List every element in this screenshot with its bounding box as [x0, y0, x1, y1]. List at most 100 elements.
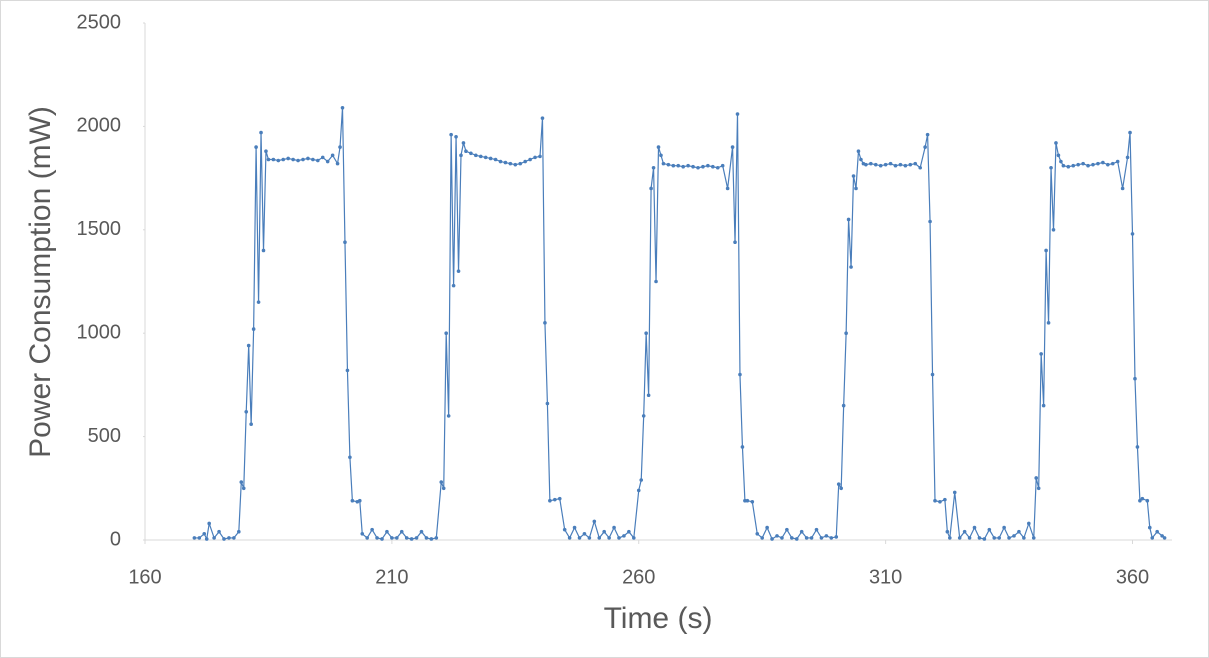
- x-axis-title: Time (s): [604, 602, 713, 635]
- data-point: [923, 145, 927, 149]
- data-point: [1081, 161, 1085, 166]
- data-point: [928, 219, 932, 224]
- data-point: [577, 536, 582, 540]
- data-point: [325, 159, 330, 164]
- data-point: [456, 269, 461, 273]
- data-point: [271, 157, 276, 162]
- data-point: [399, 529, 404, 534]
- x-tick-label: 310: [869, 566, 902, 588]
- data-point: [562, 527, 567, 532]
- data-point: [834, 535, 839, 539]
- data-point: [370, 527, 374, 532]
- data-point: [1135, 445, 1140, 449]
- data-point: [913, 161, 918, 166]
- data-point: [478, 154, 483, 159]
- data-point: [908, 162, 913, 167]
- data-point: [864, 162, 868, 167]
- data-point: [424, 536, 429, 540]
- data-point: [790, 536, 794, 540]
- data-point: [1076, 162, 1080, 167]
- data-point: [982, 537, 987, 541]
- data-point: [765, 525, 769, 530]
- data-point: [854, 186, 858, 191]
- data-point: [429, 537, 434, 541]
- data-point: [232, 536, 236, 540]
- data-point: [809, 536, 814, 540]
- data-point: [513, 162, 518, 167]
- y-tick-label: 2500: [77, 11, 122, 33]
- data-point: [888, 161, 893, 166]
- data-point: [839, 486, 843, 491]
- data-point: [444, 331, 448, 336]
- data-point: [725, 186, 730, 191]
- data-point: [553, 497, 557, 502]
- data-point: [819, 536, 824, 540]
- y-tick-label: 0: [110, 528, 121, 550]
- data-point: [750, 499, 755, 504]
- data-point: [503, 160, 508, 165]
- data-point: [567, 536, 572, 540]
- data-point: [799, 529, 804, 534]
- data-point: [794, 537, 799, 541]
- data-point: [266, 157, 271, 162]
- data-point: [343, 240, 347, 245]
- data-point: [681, 164, 685, 169]
- data-point: [244, 409, 249, 414]
- data-point: [641, 414, 646, 418]
- data-point: [217, 529, 221, 534]
- data-point: [760, 536, 764, 540]
- data-point: [1160, 534, 1164, 538]
- data-point: [1130, 232, 1135, 236]
- data-point: [869, 161, 873, 166]
- data-point: [254, 145, 258, 149]
- data-point: [612, 525, 616, 530]
- data-point: [335, 161, 340, 166]
- y-tick-label: 2000: [77, 115, 122, 137]
- data-point: [1140, 496, 1145, 501]
- data-point: [301, 157, 305, 162]
- data-point: [449, 132, 453, 137]
- data-point: [930, 372, 935, 377]
- data-point: [878, 163, 883, 168]
- data-point: [281, 157, 286, 162]
- data-point: [948, 536, 952, 540]
- data-point: [251, 327, 256, 331]
- data-point: [967, 536, 972, 540]
- data-point: [1145, 498, 1150, 503]
- data-point: [1036, 486, 1041, 491]
- data-point: [873, 162, 878, 167]
- data-point: [691, 164, 695, 169]
- data-point: [261, 248, 266, 253]
- data-point: [207, 521, 211, 526]
- data-point: [1044, 248, 1048, 253]
- data-point: [1133, 376, 1137, 381]
- data-point: [451, 283, 456, 288]
- data-point: [316, 158, 320, 163]
- data-point: [1034, 476, 1039, 480]
- data-point: [227, 536, 231, 540]
- data-point: [296, 158, 300, 163]
- data-point: [992, 536, 997, 540]
- data-point: [846, 217, 851, 222]
- data-point: [1054, 141, 1058, 145]
- data-point: [192, 536, 197, 540]
- data-point: [720, 163, 725, 168]
- data-point: [1051, 228, 1056, 232]
- data-point: [446, 414, 451, 418]
- data-point: [239, 480, 244, 484]
- data-point: [745, 498, 750, 503]
- data-point: [1101, 160, 1105, 165]
- data-point: [1049, 165, 1053, 170]
- data-point: [943, 497, 947, 502]
- data-point: [1162, 536, 1167, 540]
- data-point: [814, 527, 819, 532]
- data-point: [582, 531, 587, 536]
- data-point: [1150, 536, 1155, 540]
- data-point: [977, 536, 982, 540]
- data-point: [1031, 536, 1036, 540]
- data-point: [903, 163, 908, 168]
- data-point: [259, 130, 263, 135]
- data-point: [241, 486, 246, 491]
